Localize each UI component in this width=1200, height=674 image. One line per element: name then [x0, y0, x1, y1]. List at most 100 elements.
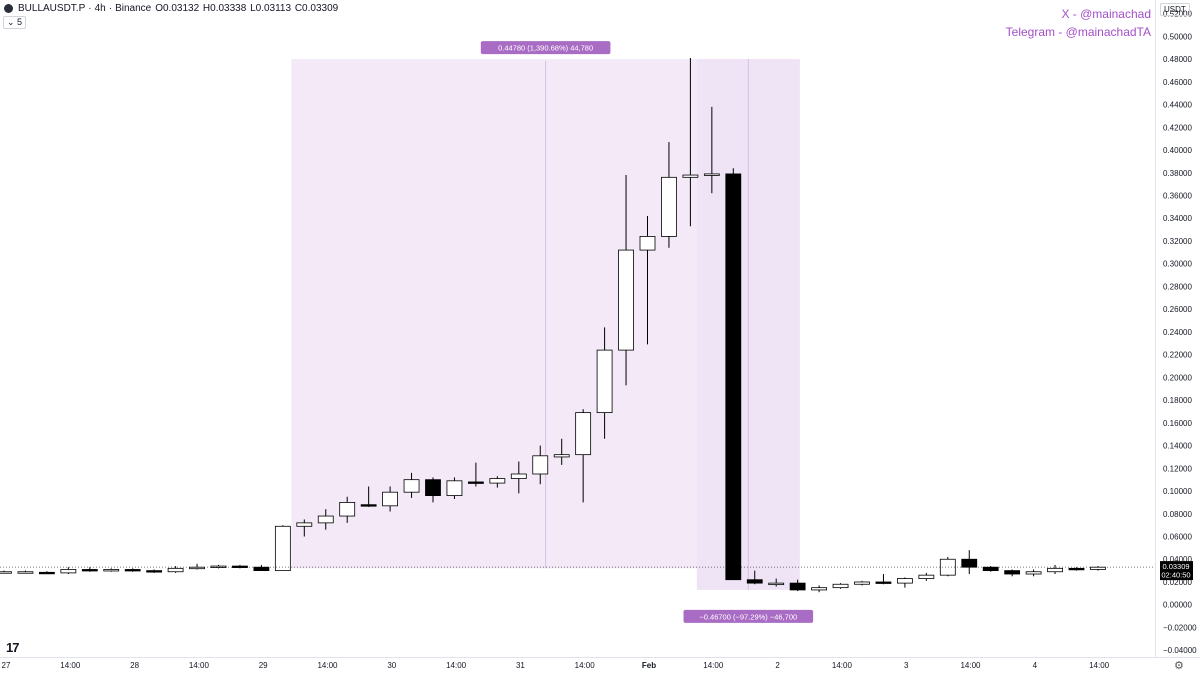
price-axis[interactable]: 0.52000 0.50000 0.48000 0.46000 0.44000 0.420…: [1163, 10, 1197, 656]
candle: [961, 550, 978, 575]
settings-gear-icon[interactable]: ⚙: [1174, 660, 1184, 672]
time-tick-label: Feb: [642, 661, 656, 670]
candle-body: [661, 176, 677, 237]
candle-body: [811, 587, 827, 591]
indicator-collapse-button[interactable]: ⌄ 5: [3, 16, 27, 29]
candle: [274, 525, 291, 572]
symbol-logo-icon: [4, 4, 13, 13]
candle: [467, 462, 484, 487]
price-tick-label: 0.32000: [1163, 237, 1192, 246]
candle: [317, 509, 334, 530]
price-tick-label: 0.22000: [1163, 351, 1192, 360]
candle: [811, 585, 827, 593]
candle-body: [124, 569, 141, 572]
candle: [403, 472, 420, 498]
candle: [253, 564, 270, 572]
candle-body: [897, 578, 913, 584]
measure-up-label-text: 0.44780 (1,390.68%) 44,780: [498, 44, 593, 53]
candle: [81, 567, 98, 572]
candle-body: [425, 479, 441, 496]
price-tick-label: 0.14000: [1163, 442, 1192, 451]
candle: [39, 571, 55, 575]
price-tick-label: 0.16000: [1163, 419, 1192, 428]
candle: [768, 578, 785, 587]
candle: [854, 580, 870, 586]
price-tick-label: 0.50000: [1163, 32, 1192, 41]
candle: [0, 570, 12, 574]
symbol-name[interactable]: BULLAUSDT.P: [18, 3, 86, 14]
time-tick-label: 14:00: [446, 661, 467, 670]
candle-body: [854, 581, 870, 585]
candle: [489, 476, 506, 488]
candle-body: [596, 349, 613, 414]
candle: [210, 564, 227, 569]
low-value: L0.03113: [250, 3, 292, 14]
close-value: C0.03309: [294, 3, 339, 14]
candle-body: [982, 566, 999, 572]
candle-body: [1004, 570, 1021, 575]
time-tick-label: 31: [516, 661, 525, 670]
candle-body: [961, 558, 978, 568]
candle-body: [682, 174, 699, 178]
candle-body: [360, 504, 377, 507]
current-price-value: 0.03309: [1162, 562, 1189, 571]
price-tick-label: 0.38000: [1163, 169, 1192, 178]
candle-body: [274, 525, 291, 572]
candle-body: [446, 480, 463, 496]
price-tick-label: 0.44000: [1163, 101, 1192, 110]
price-tick-label: 0.36000: [1163, 192, 1192, 201]
candle: [167, 566, 184, 573]
currency-selector[interactable]: USDT: [1160, 3, 1190, 16]
candle-body: [789, 582, 806, 591]
tradingview-logo-icon[interactable]: 17: [6, 640, 20, 655]
candle-body: [1025, 571, 1042, 575]
price-tick-label: 0.26000: [1163, 305, 1192, 314]
candle-body: [489, 478, 506, 484]
measure-down-label-text: −0.46700 (−97.29%) −46,700: [699, 612, 797, 621]
candle: [639, 215, 656, 345]
candle-body: [918, 574, 935, 579]
time-axis[interactable]: 27 14:00 28 14:00 29 14:00 30 14:00 31 14:00 Feb 14…: [2, 661, 1110, 670]
time-tick-label: 2: [775, 661, 780, 670]
price-tick-label: 0.00000: [1163, 601, 1192, 610]
candle: [1004, 569, 1021, 577]
candle: [897, 577, 913, 588]
time-tick-label: 14:00: [189, 661, 210, 670]
price-tick-label: 0.10000: [1163, 487, 1192, 496]
current-price-tag-bg: [1160, 561, 1193, 581]
candle: [618, 175, 634, 386]
price-tick-label: 0.52000: [1163, 10, 1192, 19]
candle: [232, 564, 248, 569]
time-tick-label: 14:00: [60, 661, 81, 670]
price-tick-label: 0.30000: [1163, 260, 1192, 269]
candle-body: [167, 567, 184, 573]
candle-body: [403, 479, 420, 493]
candle: [1047, 564, 1063, 575]
candle-body: [210, 565, 227, 568]
candle: [296, 519, 313, 537]
candle-body: [510, 473, 527, 479]
candle: [832, 583, 849, 589]
interval-label[interactable]: 4h: [94, 3, 106, 14]
measure-labels: 0.44780 (1,390.68%) 44,780 −0.46700 (−97.…: [480, 41, 814, 623]
candle: [339, 496, 356, 523]
candle: [446, 477, 463, 500]
candle-body: [60, 569, 77, 574]
candle-body: [725, 173, 742, 581]
price-tick-label: 0.06000: [1163, 533, 1192, 542]
time-tick-label: 3: [904, 661, 909, 670]
candle: [725, 168, 742, 581]
price-tick-label: −0.02000: [1163, 623, 1197, 632]
candle: [789, 579, 806, 592]
candle-body: [103, 569, 120, 572]
candle-body: [939, 558, 956, 576]
candle: [382, 486, 399, 512]
candle-body: [189, 566, 205, 570]
candle-body: [703, 173, 720, 176]
candle-body: [1068, 567, 1085, 571]
time-tick-label: 4: [1033, 661, 1038, 670]
symbol-header[interactable]: BULLAUSDT.P · 4h · Binance O0.03132 H0.0…: [4, 3, 338, 14]
candle-body: [296, 522, 313, 527]
